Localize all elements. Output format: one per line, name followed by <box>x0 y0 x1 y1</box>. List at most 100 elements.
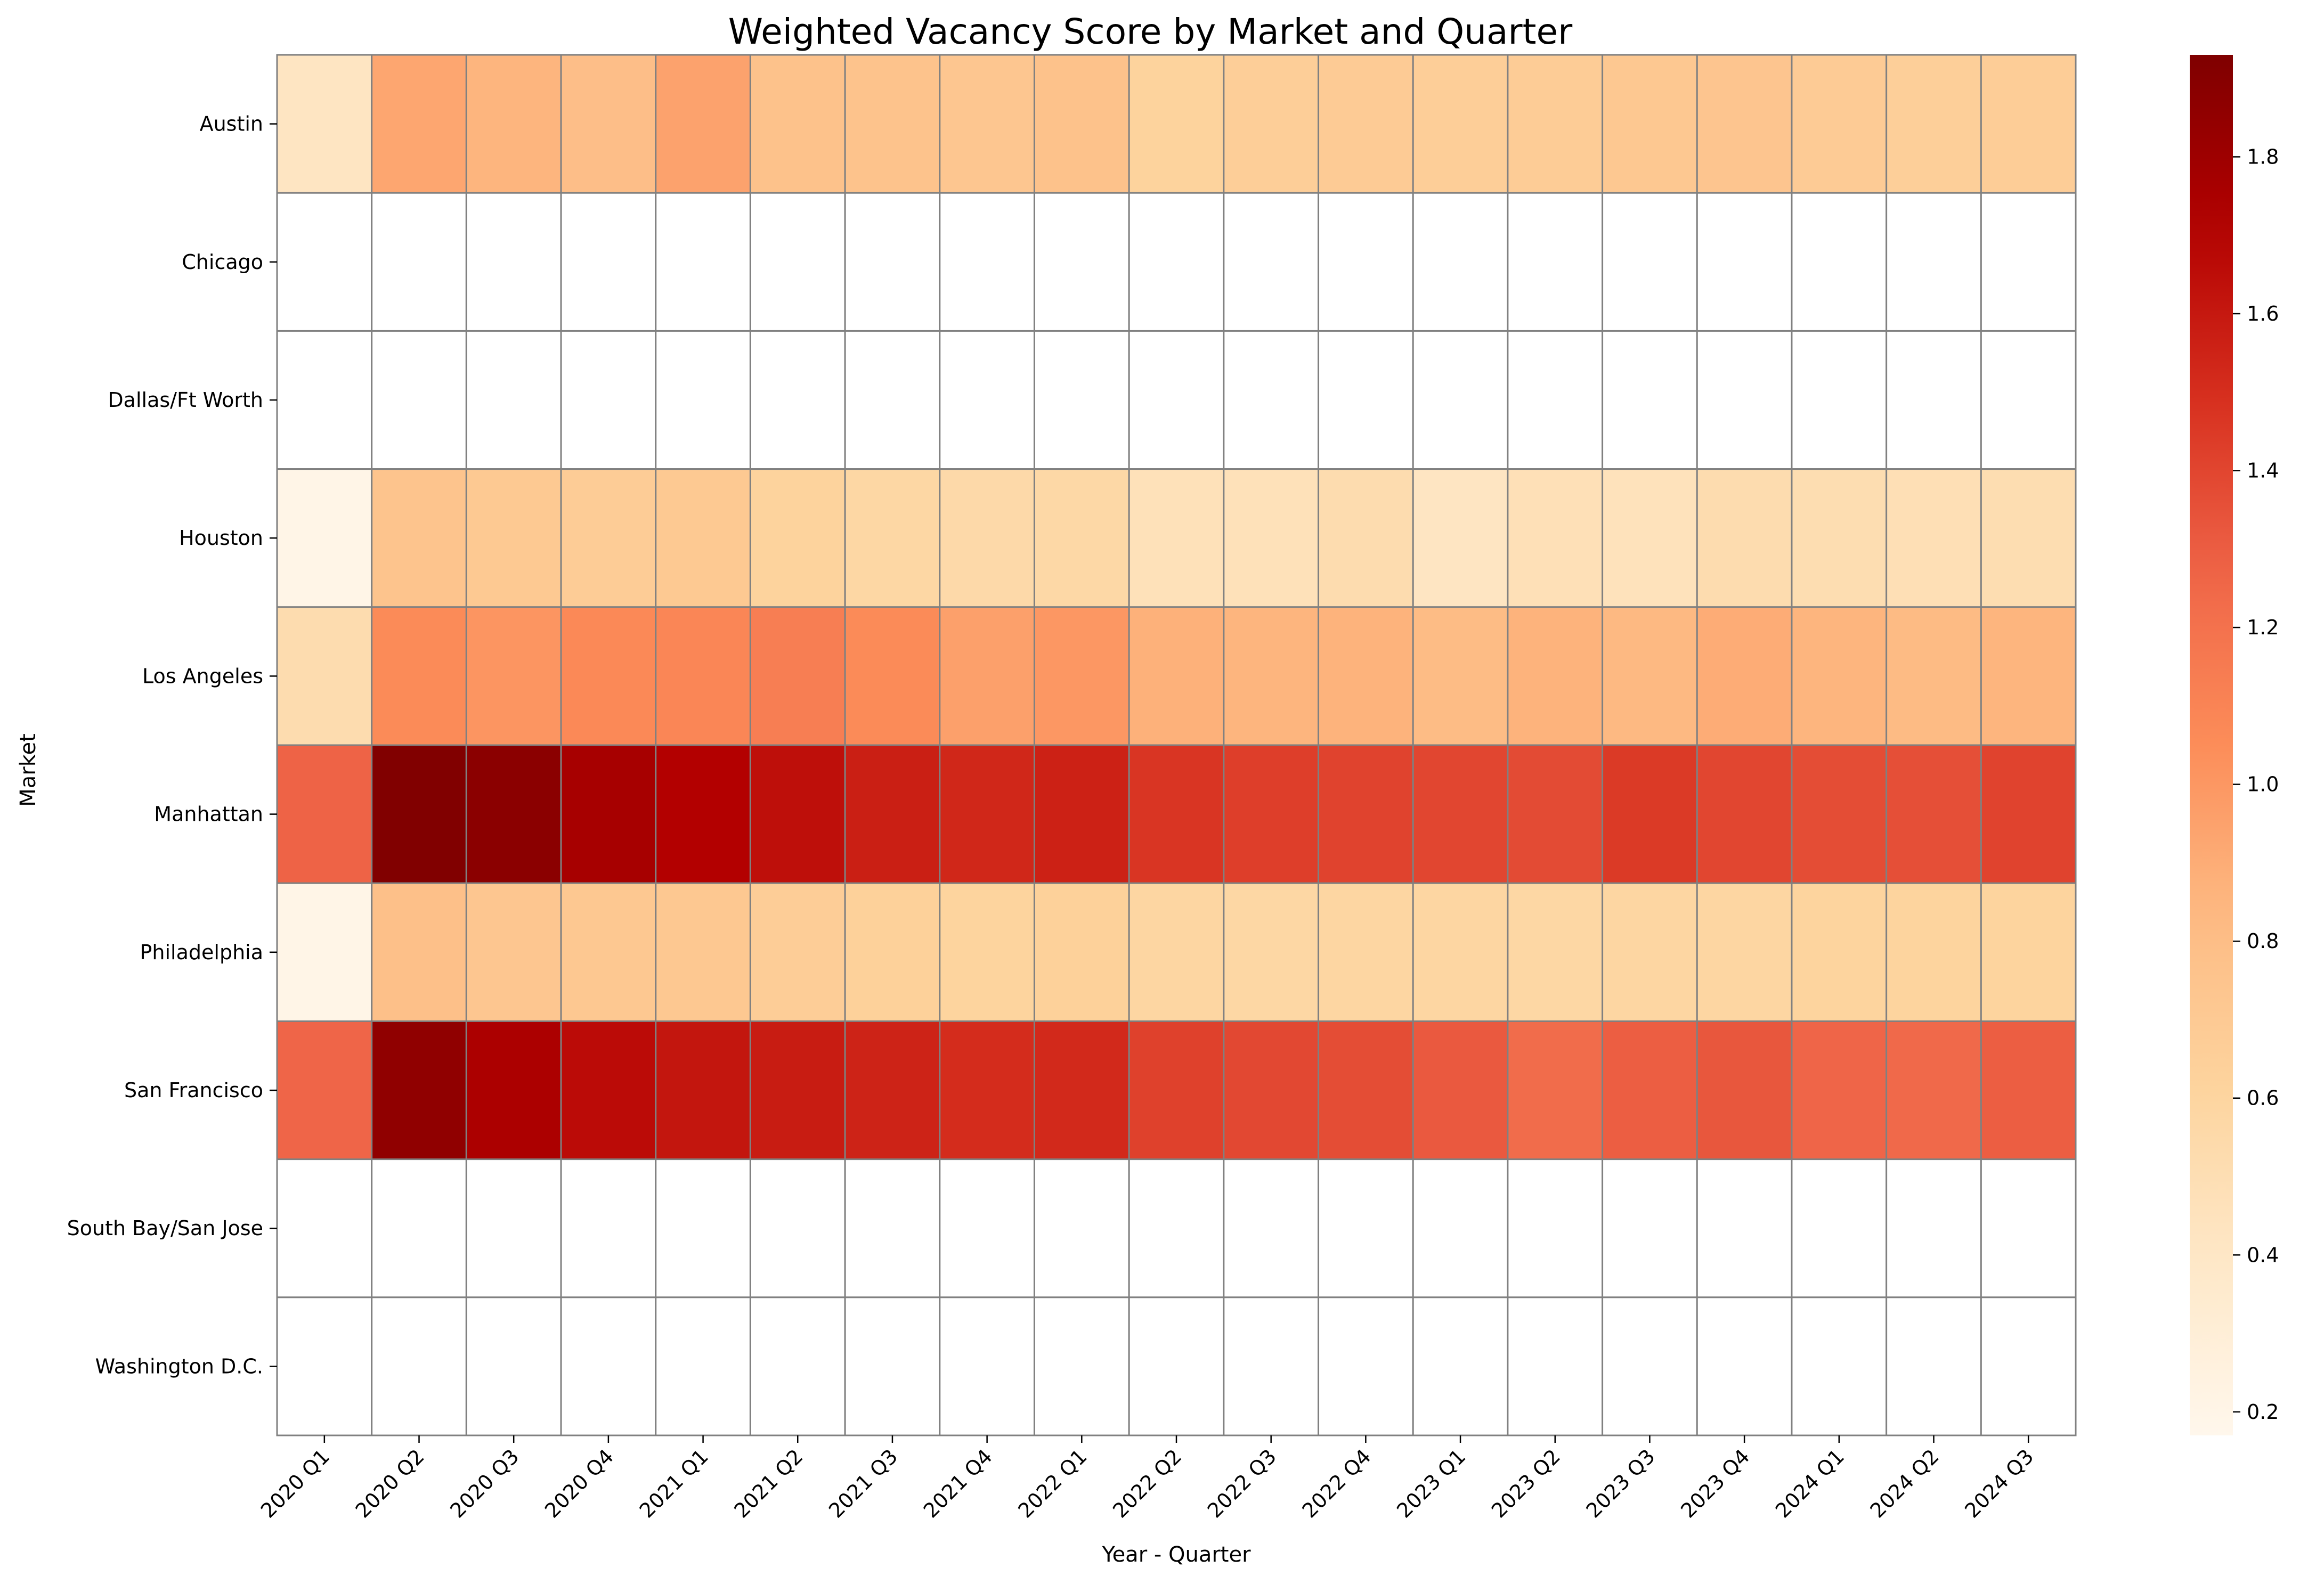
heatmap-cell <box>1128 468 1225 608</box>
heatmap-cell <box>1507 882 1604 1022</box>
heatmap-cell <box>371 882 467 1022</box>
heatmap-cell <box>939 54 1035 194</box>
heatmap-cell <box>1791 192 1888 332</box>
heatmap-cell <box>1128 744 1225 884</box>
heatmap-cell <box>1886 606 1982 746</box>
heatmap-cell <box>276 192 373 332</box>
heatmap-cell <box>749 882 846 1022</box>
heatmap-cell <box>1507 1296 1604 1436</box>
x-tick-label: 2024 Q3 <box>1960 1444 2038 1522</box>
heatmap-cell <box>1886 1158 1982 1299</box>
heatmap-cell <box>1033 330 1130 470</box>
heatmap-cell <box>1412 192 1509 332</box>
heatmap-cell <box>655 330 751 470</box>
heatmap-cell <box>1128 192 1225 332</box>
heatmap-cell <box>1791 54 1888 194</box>
heatmap-cell <box>844 1020 941 1161</box>
colorbar-tick-label: 1.0 <box>2247 773 2279 796</box>
heatmap-cell <box>1033 882 1130 1022</box>
heatmap-cell <box>1033 606 1130 746</box>
heatmap-cell <box>939 1020 1035 1161</box>
heatmap-cell <box>276 744 373 884</box>
heatmap-cell <box>1223 1020 1320 1161</box>
x-tick-label: 2023 Q3 <box>1582 1444 1660 1522</box>
heatmap-cell <box>1412 1020 1509 1161</box>
colorbar: 0.2 0.4 0.6 0.8 1.0 1.2 1.4 1.6 1.8 <box>2190 55 2279 1435</box>
heatmap-cell <box>844 744 941 884</box>
heatmap-cell <box>655 606 751 746</box>
x-axis-label: Year - Quarter <box>1101 1542 1251 1567</box>
heatmap-cell <box>1223 1296 1320 1436</box>
x-tick-label: 2022 Q3 <box>1203 1444 1281 1522</box>
heatmap-cell <box>371 54 467 194</box>
heatmap-cell <box>939 192 1035 332</box>
heatmap-cell <box>655 1296 751 1436</box>
heatmap-cell <box>655 54 751 194</box>
heatmap-cell <box>1980 192 2077 332</box>
x-tick-label: 2021 Q3 <box>824 1444 902 1522</box>
heatmap-cell <box>1696 54 1793 194</box>
heatmap-cell <box>1128 54 1225 194</box>
heatmap-cell <box>1980 330 2077 470</box>
heatmap-cell <box>844 192 941 332</box>
heatmap-cell <box>1223 744 1320 884</box>
heatmap-cell <box>1223 1158 1320 1299</box>
x-tick-label: 2021 Q2 <box>729 1444 807 1522</box>
y-tick-label: Chicago <box>182 250 263 274</box>
heatmap-cell <box>1696 1158 1793 1299</box>
heatmap-cell <box>749 468 846 608</box>
heatmap-cell <box>1223 468 1320 608</box>
heatmap-cell <box>1128 606 1225 746</box>
heatmap-cell <box>1223 192 1320 332</box>
heatmap-cell <box>1886 468 1982 608</box>
y-tick-label: San Francisco <box>124 1079 263 1102</box>
heatmap-cell <box>1602 606 1698 746</box>
heatmap-cell <box>1980 882 2077 1022</box>
heatmap-cell <box>371 1296 467 1436</box>
heatmap-cell <box>1696 1020 1793 1161</box>
x-tick-label: 2021 Q4 <box>919 1444 997 1522</box>
heatmap-cell <box>1980 606 2077 746</box>
heatmap-cell <box>1033 192 1130 332</box>
heatmap-cell <box>276 1296 373 1436</box>
heatmap-cell <box>465 744 562 884</box>
heatmap-cell <box>560 1296 657 1436</box>
heatmap-cell <box>1886 54 1982 194</box>
heatmap-cell <box>1033 54 1130 194</box>
heatmap-cell <box>1412 882 1509 1022</box>
heatmap-cell <box>1033 1296 1130 1436</box>
heatmap-cell <box>371 192 467 332</box>
heatmap-cell <box>371 330 467 470</box>
heatmap-cell <box>276 468 373 608</box>
heatmap-cell <box>1507 744 1604 884</box>
heatmap-cell <box>465 606 562 746</box>
heatmap-cell <box>1696 192 1793 332</box>
heatmap-cell <box>276 1158 373 1299</box>
heatmap-cell <box>1602 468 1698 608</box>
x-tick-label: 2020 Q2 <box>351 1444 429 1522</box>
x-tick-label: 2020 Q3 <box>445 1444 523 1522</box>
heatmap-cell <box>749 1296 846 1436</box>
heatmap-cell <box>1507 192 1604 332</box>
heatmap-cell <box>1791 330 1888 470</box>
heatmap-cell <box>939 468 1035 608</box>
heatmap-cell <box>1602 1158 1698 1299</box>
x-tick-label: 2022 Q2 <box>1108 1444 1186 1522</box>
heatmap-cell <box>939 744 1035 884</box>
heatmap-cell <box>939 1296 1035 1436</box>
colorbar-tick-label: 1.4 <box>2247 459 2279 483</box>
heatmap-cell <box>1791 1020 1888 1161</box>
heatmap-cell <box>1980 1158 2077 1299</box>
heatmap-cell <box>1128 882 1225 1022</box>
heatmap-cell <box>560 744 657 884</box>
heatmap-cell <box>560 54 657 194</box>
heatmap-cell <box>1033 1020 1130 1161</box>
heatmap-cell <box>844 1296 941 1436</box>
chart-title: Weighted Vacancy Score by Market and Qua… <box>728 11 1573 52</box>
heatmap-cell <box>844 1158 941 1299</box>
heatmap-cell <box>371 1158 467 1299</box>
heatmap-cell <box>1886 330 1982 470</box>
heatmap-cell <box>1791 1158 1888 1299</box>
heatmap-cell <box>1886 882 1982 1022</box>
y-axis-ticks: Austin Chicago Dallas/Ft Worth Houston Los A… <box>67 112 277 1378</box>
